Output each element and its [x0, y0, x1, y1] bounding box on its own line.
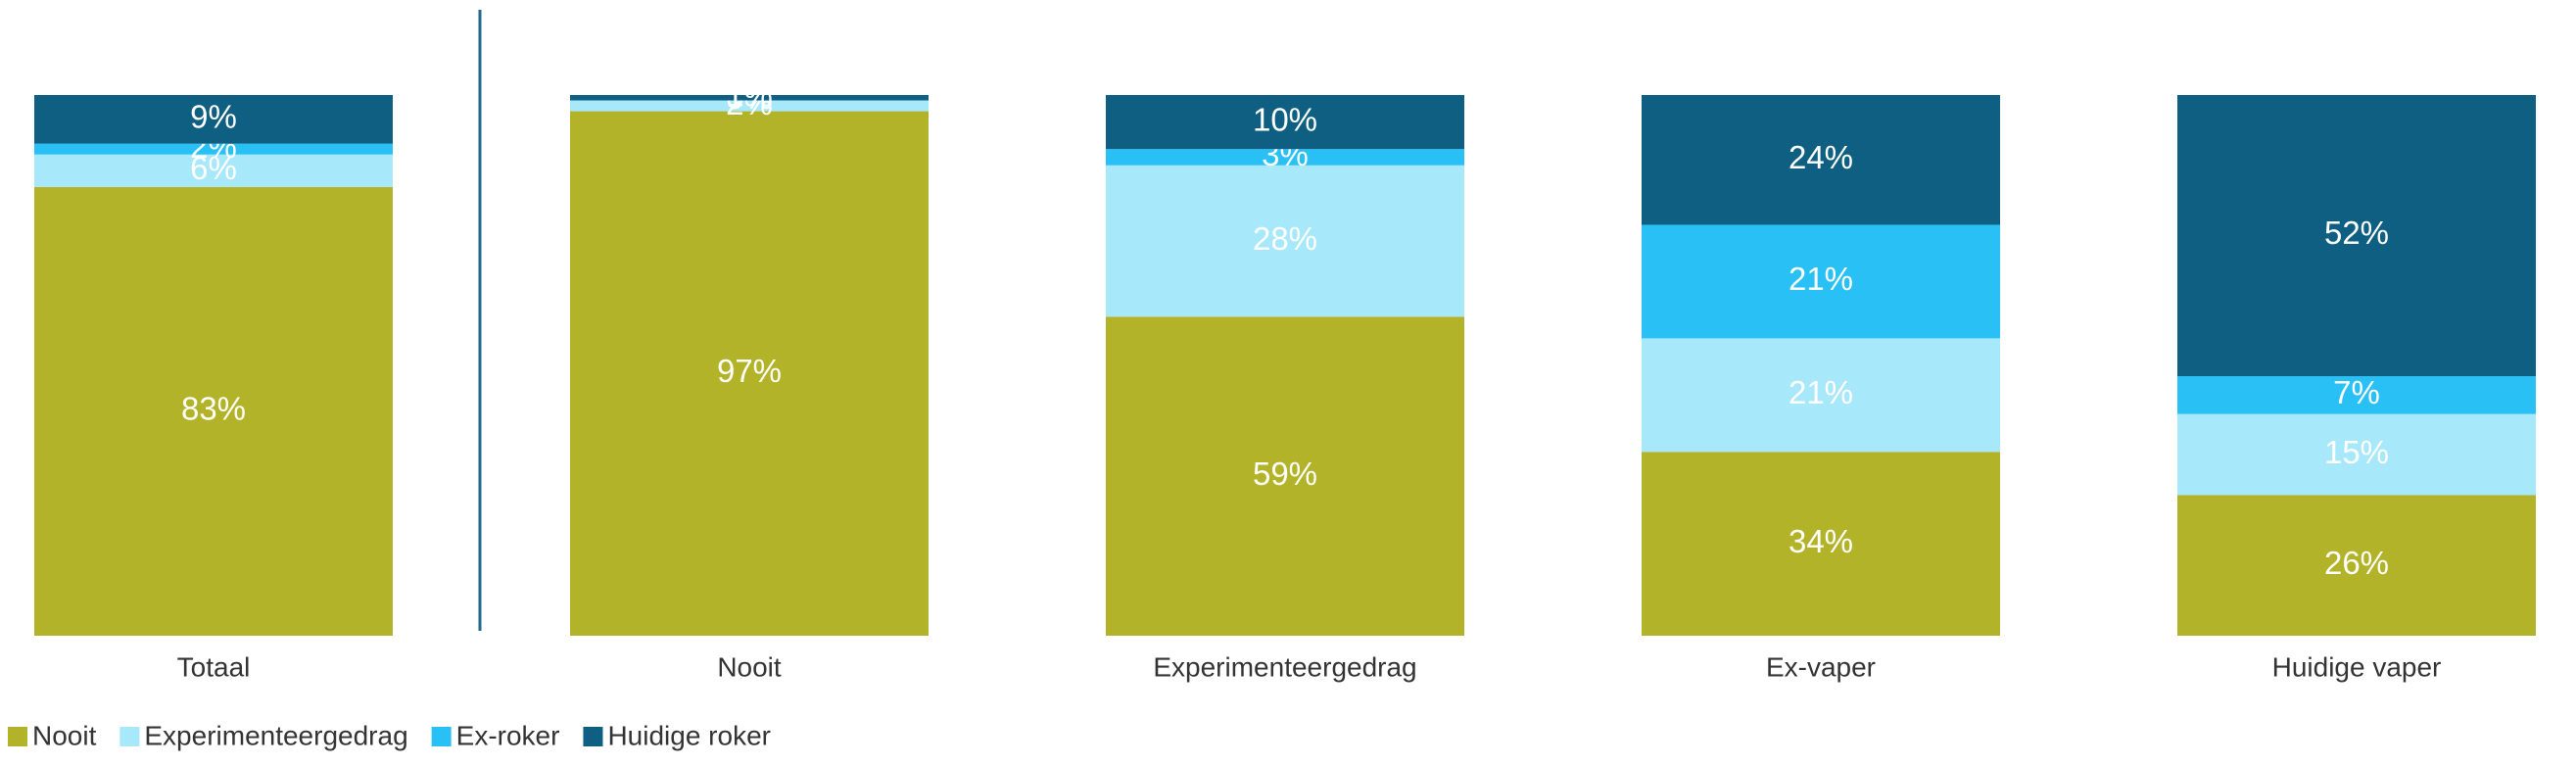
bar-segment — [1642, 452, 2000, 636]
legend-swatch — [8, 727, 27, 746]
legend-swatch — [583, 727, 603, 746]
value-label: 26% — [2324, 545, 2389, 581]
value-label: 97% — [717, 353, 782, 389]
bar-segment — [570, 111, 929, 636]
bar-segment — [1106, 316, 1464, 636]
value-label: 83% — [181, 391, 246, 427]
value-label: 28% — [1253, 220, 1317, 257]
bar-segment — [2177, 495, 2536, 636]
legend-label: Ex-roker — [456, 720, 560, 750]
bar-segment — [570, 100, 929, 112]
bar-segment — [34, 186, 393, 636]
bar-segment — [2177, 95, 2536, 377]
x-tick-label: Huidige vaper — [2272, 651, 2442, 682]
x-tick-label: Ex-vaper — [1766, 651, 1876, 682]
value-label: 34% — [1789, 523, 1853, 559]
bar-segment — [34, 95, 393, 144]
legend-swatch — [431, 727, 452, 746]
bar-segment — [1106, 165, 1464, 317]
value-label: 10% — [1253, 101, 1317, 137]
value-label: 7% — [2333, 374, 2380, 410]
value-label: 21% — [1789, 374, 1853, 410]
bar-segment — [1106, 149, 1464, 166]
bar-segment — [2177, 376, 2536, 414]
legend-label: Experimenteergedrag — [144, 720, 407, 750]
value-label: 2% — [726, 85, 773, 121]
x-tick-label: Nooit — [717, 651, 782, 682]
bar-segment — [1642, 95, 2000, 225]
value-label: 6% — [190, 150, 237, 186]
bar-segment — [34, 154, 393, 187]
bar-segment — [2177, 413, 2536, 496]
bar-segment — [1642, 224, 2000, 339]
value-label: 52% — [2324, 215, 2389, 251]
value-label: 21% — [1789, 261, 1853, 297]
x-tick-label: Experimenteergedrag — [1153, 651, 1416, 682]
bar-segment — [1642, 338, 2000, 453]
bar-segment — [34, 143, 393, 155]
value-label: 9% — [190, 99, 237, 135]
bar-segment — [1106, 95, 1464, 150]
bar-segment — [570, 95, 929, 101]
legend-swatch — [119, 727, 140, 746]
legend-label: Huidige roker — [607, 720, 771, 750]
value-label: 24% — [1789, 139, 1853, 175]
value-label: 15% — [2324, 434, 2389, 470]
value-label: 59% — [1253, 455, 1317, 492]
legend-label: Nooit — [32, 720, 97, 750]
x-tick-label: Totaal — [177, 651, 251, 682]
value-label: 1% — [726, 76, 773, 113]
